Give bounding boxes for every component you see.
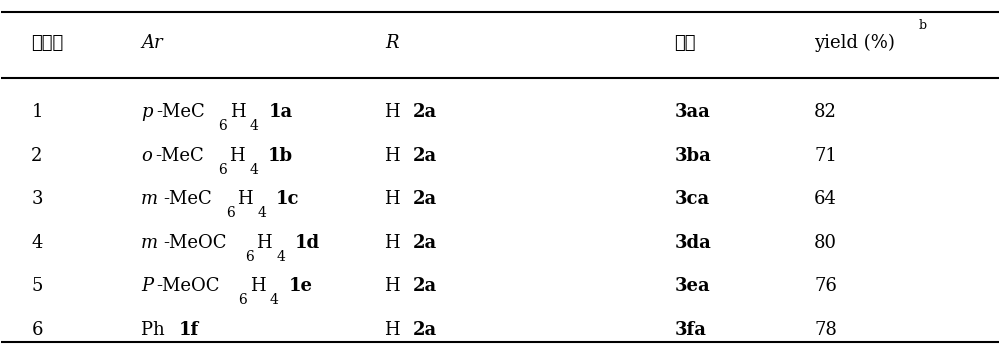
Text: 2a: 2a bbox=[413, 104, 437, 121]
Text: 3aa: 3aa bbox=[675, 104, 710, 121]
Text: 4: 4 bbox=[276, 250, 285, 264]
Text: 4: 4 bbox=[250, 119, 259, 133]
Text: 1: 1 bbox=[31, 104, 43, 121]
Text: 78: 78 bbox=[814, 321, 837, 338]
Text: H: H bbox=[229, 147, 245, 165]
Text: -MeC: -MeC bbox=[156, 104, 205, 121]
Text: 2a: 2a bbox=[413, 190, 437, 208]
Text: yield (%): yield (%) bbox=[814, 34, 895, 52]
Text: 76: 76 bbox=[814, 277, 837, 295]
Text: 2a: 2a bbox=[413, 321, 437, 338]
Text: H: H bbox=[385, 104, 407, 121]
Text: 2a: 2a bbox=[413, 277, 437, 295]
Text: 3fa: 3fa bbox=[675, 321, 706, 338]
Text: 6: 6 bbox=[31, 321, 43, 338]
Text: H: H bbox=[385, 234, 407, 252]
Text: 64: 64 bbox=[814, 190, 837, 208]
Text: b: b bbox=[918, 19, 926, 32]
Text: 6: 6 bbox=[218, 163, 226, 177]
Text: 3da: 3da bbox=[675, 234, 711, 252]
Text: 2a: 2a bbox=[413, 147, 437, 165]
Text: 3ea: 3ea bbox=[675, 277, 710, 295]
Text: 6: 6 bbox=[245, 250, 253, 264]
Text: 2: 2 bbox=[31, 147, 43, 165]
Text: 2a: 2a bbox=[413, 234, 437, 252]
Text: m: m bbox=[141, 190, 158, 208]
Text: -MeC: -MeC bbox=[155, 147, 204, 165]
Text: m: m bbox=[141, 234, 158, 252]
Text: 1d: 1d bbox=[295, 234, 320, 252]
Text: Ar: Ar bbox=[141, 34, 163, 52]
Text: 4: 4 bbox=[31, 234, 43, 252]
Text: 6: 6 bbox=[238, 293, 247, 307]
Text: 4: 4 bbox=[270, 293, 279, 307]
Text: H: H bbox=[385, 321, 407, 338]
Text: 1e: 1e bbox=[288, 277, 312, 295]
Text: 80: 80 bbox=[814, 234, 837, 252]
Text: 3ca: 3ca bbox=[675, 190, 710, 208]
Text: 82: 82 bbox=[814, 104, 837, 121]
Text: o: o bbox=[141, 147, 152, 165]
Text: 1a: 1a bbox=[269, 104, 293, 121]
Text: -MeC: -MeC bbox=[163, 190, 212, 208]
Text: H: H bbox=[250, 277, 265, 295]
Text: 4: 4 bbox=[249, 163, 258, 177]
Text: 1f: 1f bbox=[179, 321, 199, 338]
Text: 产品: 产品 bbox=[675, 34, 696, 52]
Text: 6: 6 bbox=[219, 119, 227, 133]
Text: H: H bbox=[230, 104, 245, 121]
Text: H: H bbox=[385, 147, 407, 165]
Text: -MeOC: -MeOC bbox=[157, 277, 220, 295]
Text: p: p bbox=[141, 104, 152, 121]
Text: P: P bbox=[141, 277, 153, 295]
Text: H: H bbox=[385, 190, 407, 208]
Text: 5: 5 bbox=[31, 277, 43, 295]
Text: 3: 3 bbox=[31, 190, 43, 208]
Text: H: H bbox=[237, 190, 253, 208]
Text: 3ba: 3ba bbox=[675, 147, 711, 165]
Text: Ph: Ph bbox=[141, 321, 170, 338]
Text: H: H bbox=[256, 234, 272, 252]
Text: 实施例: 实施例 bbox=[31, 34, 64, 52]
Text: 71: 71 bbox=[814, 147, 837, 165]
Text: 1b: 1b bbox=[268, 147, 293, 165]
Text: 4: 4 bbox=[257, 206, 266, 220]
Text: H: H bbox=[385, 277, 407, 295]
Text: -MeOC: -MeOC bbox=[163, 234, 227, 252]
Text: 1c: 1c bbox=[276, 190, 299, 208]
Text: 6: 6 bbox=[226, 206, 235, 220]
Text: R: R bbox=[385, 34, 399, 52]
